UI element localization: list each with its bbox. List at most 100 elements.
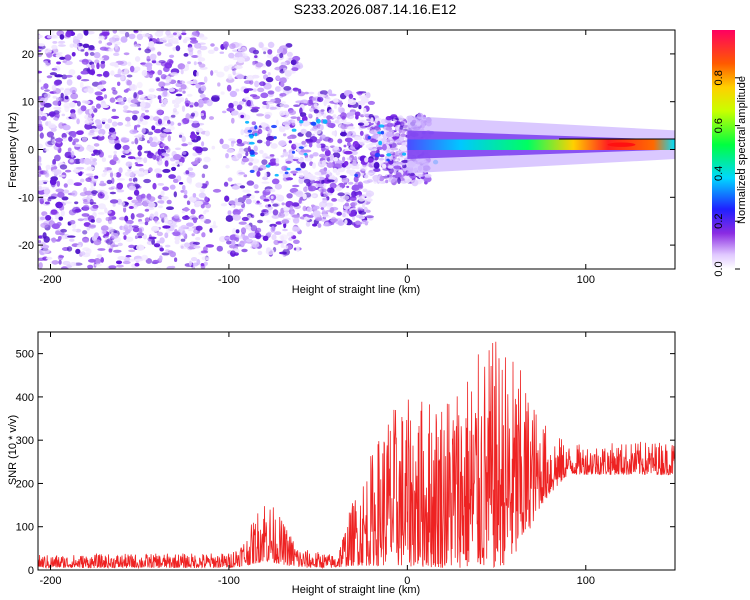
spectrogram-blob [312, 223, 318, 227]
spectrogram-blob [51, 84, 57, 91]
spectrogram-blob [122, 260, 131, 265]
spectrogram-blob [365, 215, 374, 219]
spectrogram-blob [167, 119, 171, 125]
spectrogram-blob [188, 120, 194, 123]
spectrogram-blob [122, 97, 127, 101]
spectrogram-blob [351, 184, 360, 191]
spectrogram-blob [125, 219, 134, 225]
spectrogram-blob [129, 258, 136, 262]
spectrogram-blob [266, 220, 271, 223]
spectrogram-blob [260, 212, 265, 217]
spectrogram-blob [51, 260, 59, 265]
spectrogram-blob [54, 169, 62, 175]
spectrogram-blob [69, 86, 78, 94]
spectrogram-blob [274, 231, 282, 236]
spectrogram-blob [44, 201, 51, 205]
spectrogram-xtick-label: -200 [39, 274, 61, 286]
spectrogram-blob [158, 60, 166, 64]
spectrogram-blob [88, 224, 97, 228]
spectrogram-blob [417, 174, 425, 177]
spectrogram-blob [241, 46, 247, 53]
spectrogram-blob [229, 43, 236, 50]
spectrogram-blob [156, 87, 165, 92]
spectrogram-blob [333, 211, 337, 215]
spectrogram-blob [157, 200, 165, 204]
spectrogram-blob [201, 173, 206, 179]
spectrogram-blob [143, 150, 151, 154]
spectrogram-blob [390, 147, 399, 151]
spectrogram-blob [190, 39, 199, 44]
spectrogram-blob [53, 80, 60, 86]
spectrogram-blob [267, 231, 272, 236]
spectrogram-blob [275, 119, 279, 126]
spectrogram-blob [232, 209, 241, 216]
spectrogram-blob [242, 195, 247, 201]
spectrogram-blob [325, 192, 333, 196]
spectrogram-blob [55, 54, 63, 58]
spectrogram-blob [155, 41, 164, 45]
spectrogram-blob [151, 125, 156, 131]
spectrogram-blob [329, 187, 335, 194]
spectrogram-blob [362, 202, 366, 208]
spectrogram-blob [195, 225, 203, 231]
colorbar-tick-label: 0.2 [713, 214, 725, 229]
spectrogram-blob [295, 190, 304, 198]
spectrogram-blob [249, 194, 255, 200]
spectrogram-blob [56, 97, 61, 101]
spectrogram-blob [237, 242, 244, 247]
spectrogram-ytick-label: -20 [18, 240, 34, 252]
spectrogram-blob [328, 109, 335, 115]
spectrogram-blob [320, 134, 326, 139]
spectrogram-blob [58, 255, 64, 258]
spectrogram-blob [61, 137, 68, 142]
spectrogram-blob [265, 76, 274, 83]
spectrogram-blob [285, 160, 292, 164]
spectrogram-blob [337, 192, 345, 197]
spectrogram-blob [236, 182, 242, 186]
spectrogram-hotspot [249, 169, 255, 173]
spectrogram-blob [106, 238, 113, 245]
spectrogram-ridge [407, 139, 675, 150]
spectrogram-blob [281, 202, 285, 206]
spectrogram-blob [201, 147, 208, 152]
snr-ytick-label: 400 [16, 392, 34, 404]
spectrogram-blob [213, 220, 216, 227]
spectrogram-blob [356, 206, 364, 212]
spectrogram-blob [125, 161, 133, 167]
spectrogram-blob [89, 129, 95, 133]
spectrogram-blob [253, 184, 259, 190]
spectrogram-blob [165, 156, 171, 159]
spectrogram-blob [108, 187, 115, 190]
spectrogram-blob [159, 30, 164, 34]
spectrogram-blob [112, 134, 117, 140]
spectrogram-blob [281, 219, 290, 225]
spectrogram-blob [119, 30, 127, 35]
spectrogram-blob [191, 139, 199, 143]
spectrogram-hotspot [322, 119, 328, 124]
spectrogram-blob [40, 244, 50, 249]
spectrogram-blob [157, 69, 163, 76]
spectrogram-blob [266, 136, 275, 141]
spectrogram-blob [75, 248, 81, 255]
spectrogram-blob [133, 189, 140, 196]
spectrogram-blob [101, 55, 110, 61]
spectrogram-blob [346, 157, 353, 161]
spectrogram-blob [290, 59, 297, 66]
spectrogram-blob [76, 75, 82, 80]
spectrogram-blob [239, 185, 246, 189]
spectrogram-blob [316, 177, 320, 180]
spectrogram-blob [107, 170, 113, 173]
spectrogram-blob [195, 127, 204, 133]
spectrogram-blob [344, 202, 350, 207]
spectrogram-blob [270, 195, 274, 200]
spectrogram-blob [263, 51, 267, 55]
spectrogram-blob [296, 170, 305, 174]
spectrogram-blob [189, 104, 194, 108]
spectrogram-blob [134, 262, 140, 267]
spectrogram-blob [169, 54, 175, 58]
spectrogram-blob [40, 116, 47, 121]
spectrogram-blob [59, 87, 64, 91]
spectrogram-blob [124, 31, 130, 38]
spectrogram-blob [212, 188, 222, 193]
